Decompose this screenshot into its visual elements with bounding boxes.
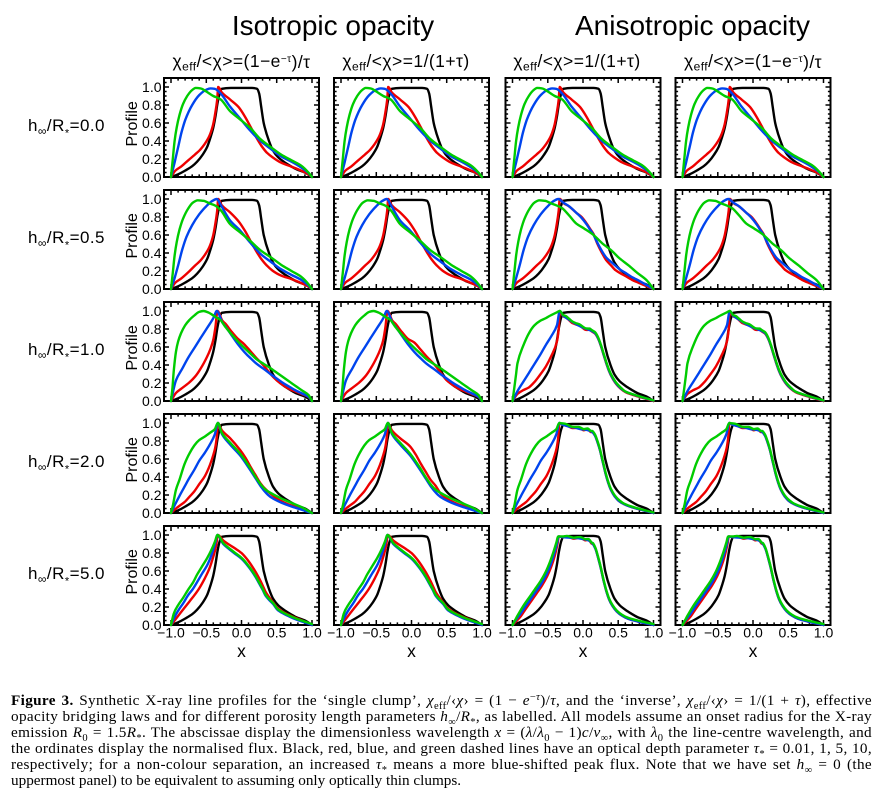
- svg-text:χeff/<χ>=(1−e−τ)/τ: χeff/<χ>=(1−e−τ)/τ: [172, 51, 310, 74]
- svg-text:0.8: 0.8: [142, 321, 162, 337]
- svg-text:Profile: Profile: [124, 325, 141, 370]
- svg-text:h∞/R*=5.0: h∞/R*=5.0: [28, 564, 105, 588]
- svg-text:0.8: 0.8: [142, 209, 162, 225]
- svg-text:x: x: [749, 641, 758, 661]
- svg-text:0.6: 0.6: [142, 115, 162, 131]
- svg-text:1.0: 1.0: [142, 527, 162, 543]
- svg-text:1.0: 1.0: [142, 415, 162, 431]
- svg-text:χeff/<χ>=1/(1+τ): χeff/<χ>=1/(1+τ): [513, 51, 640, 74]
- svg-text:Profile: Profile: [124, 437, 141, 482]
- svg-text:0.5: 0.5: [608, 625, 628, 641]
- svg-text:h∞/R*=1.0: h∞/R*=1.0: [28, 340, 105, 364]
- svg-text:0.4: 0.4: [142, 357, 162, 373]
- svg-text:x: x: [579, 641, 588, 661]
- svg-text:x: x: [237, 641, 246, 661]
- svg-text:−0.5: −0.5: [362, 625, 390, 641]
- svg-text:1.0: 1.0: [302, 625, 322, 641]
- svg-text:0.6: 0.6: [142, 339, 162, 355]
- svg-text:χeff/<χ>=(1−e−τ)/τ: χeff/<χ>=(1−e−τ)/τ: [684, 51, 822, 74]
- svg-text:−1.0: −1.0: [499, 625, 527, 641]
- svg-text:−0.5: −0.5: [704, 625, 732, 641]
- svg-text:0.5: 0.5: [437, 625, 457, 641]
- svg-text:0.0: 0.0: [142, 505, 162, 521]
- svg-text:−0.5: −0.5: [534, 625, 562, 641]
- svg-text:Anisotropic opacity: Anisotropic opacity: [575, 10, 810, 41]
- svg-text:0.0: 0.0: [142, 169, 162, 185]
- svg-text:1.0: 1.0: [644, 625, 664, 641]
- svg-text:0.2: 0.2: [142, 263, 162, 279]
- svg-text:χeff/<χ>=1/(1+τ): χeff/<χ>=1/(1+τ): [342, 51, 469, 74]
- svg-text:0.0: 0.0: [142, 281, 162, 297]
- svg-text:0.6: 0.6: [142, 563, 162, 579]
- svg-text:0.2: 0.2: [142, 487, 162, 503]
- svg-text:0.8: 0.8: [142, 433, 162, 449]
- svg-text:0.8: 0.8: [142, 97, 162, 113]
- svg-text:1.0: 1.0: [472, 625, 492, 641]
- svg-text:0.2: 0.2: [142, 375, 162, 391]
- svg-text:Profile: Profile: [124, 101, 141, 146]
- svg-text:0.5: 0.5: [267, 625, 287, 641]
- svg-text:0.4: 0.4: [142, 245, 162, 261]
- svg-text:0.0: 0.0: [402, 625, 422, 641]
- svg-text:0.0: 0.0: [573, 625, 593, 641]
- svg-text:−0.5: −0.5: [192, 625, 220, 641]
- svg-text:Isotropic opacity: Isotropic opacity: [232, 10, 434, 41]
- svg-text:0.8: 0.8: [142, 545, 162, 561]
- svg-text:0.6: 0.6: [142, 227, 162, 243]
- svg-text:0.0: 0.0: [232, 625, 252, 641]
- svg-text:Profile: Profile: [124, 549, 141, 594]
- svg-text:0.0: 0.0: [142, 617, 162, 633]
- svg-text:h∞/R*=0.5: h∞/R*=0.5: [28, 228, 105, 252]
- svg-text:0.2: 0.2: [142, 151, 162, 167]
- svg-text:0.0: 0.0: [142, 393, 162, 409]
- svg-text:0.6: 0.6: [142, 451, 162, 467]
- svg-text:0.0: 0.0: [743, 625, 763, 641]
- svg-text:0.5: 0.5: [778, 625, 798, 641]
- svg-text:0.4: 0.4: [142, 133, 162, 149]
- svg-text:1.0: 1.0: [142, 79, 162, 95]
- svg-text:1.0: 1.0: [142, 303, 162, 319]
- svg-text:−1.0: −1.0: [327, 625, 355, 641]
- svg-text:−1.0: −1.0: [157, 625, 185, 641]
- svg-text:1.0: 1.0: [142, 191, 162, 207]
- svg-text:Profile: Profile: [124, 213, 141, 258]
- svg-text:x: x: [407, 641, 416, 661]
- svg-text:h∞/R*=2.0: h∞/R*=2.0: [28, 452, 105, 476]
- svg-text:0.2: 0.2: [142, 599, 162, 615]
- svg-text:0.4: 0.4: [142, 581, 162, 597]
- svg-text:−1.0: −1.0: [669, 625, 697, 641]
- svg-text:0.4: 0.4: [142, 469, 162, 485]
- svg-text:h∞/R*=0.0: h∞/R*=0.0: [28, 116, 105, 140]
- svg-text:1.0: 1.0: [814, 625, 834, 641]
